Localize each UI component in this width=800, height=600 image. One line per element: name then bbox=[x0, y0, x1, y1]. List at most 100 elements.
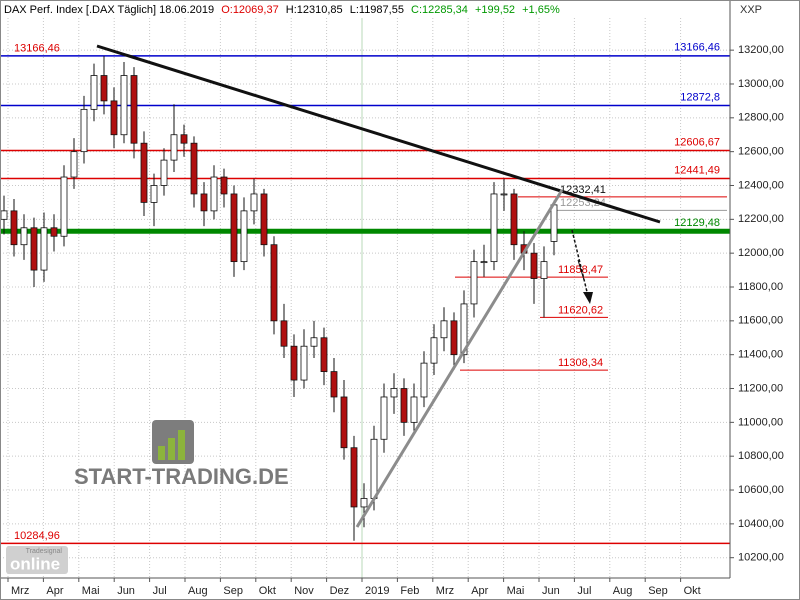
price-axis-panel bbox=[730, 0, 800, 600]
candle-body bbox=[340, 396, 348, 449]
logo: Tradesignal online bbox=[6, 546, 68, 574]
candle-body bbox=[60, 176, 68, 237]
candle-body bbox=[140, 142, 148, 203]
axes: 10200,00 10400,00 10600,00 10800,00 11000,00… bbox=[7, 44, 784, 597]
x-tick-label: Jun bbox=[542, 585, 560, 597]
x-tick-label: Jun bbox=[117, 585, 135, 597]
candle-body bbox=[480, 261, 488, 264]
y-tick-label: 11600,00 bbox=[738, 315, 783, 327]
candle-body bbox=[330, 371, 338, 398]
level-label: 13166,46 bbox=[674, 42, 720, 54]
y-tick-label: 13000,00 bbox=[738, 78, 784, 90]
candle-body bbox=[220, 176, 228, 195]
y-tick-label: 11800,00 bbox=[738, 281, 783, 293]
x-tick-label: Mai bbox=[82, 585, 100, 597]
candle-body bbox=[200, 193, 208, 212]
x-tick-label: Sep bbox=[223, 585, 243, 597]
level-label: 12872,8 bbox=[680, 91, 720, 103]
x-tick-label: Mrz bbox=[11, 585, 29, 597]
quote-low: L:11987,55 bbox=[350, 4, 404, 16]
candle-body bbox=[240, 210, 248, 263]
candle-body bbox=[430, 337, 438, 364]
candle-body bbox=[160, 159, 168, 186]
candle-body bbox=[460, 303, 468, 356]
candle-body bbox=[400, 388, 408, 423]
quote-change-pct: +1,65% bbox=[522, 4, 560, 16]
forecast-arrow bbox=[571, 229, 589, 297]
y-tick-label: 11400,00 bbox=[738, 349, 783, 361]
candle-body bbox=[370, 438, 378, 499]
candle-body bbox=[450, 320, 458, 356]
candle-body bbox=[440, 320, 448, 339]
currency: XXP bbox=[740, 4, 762, 16]
y-tick-label: 13200,00 bbox=[738, 44, 784, 56]
candle-body bbox=[20, 227, 28, 246]
y-tick-label: 12200,00 bbox=[738, 213, 784, 225]
trendlines bbox=[96, 44, 661, 528]
x-tick-label: Okt bbox=[684, 585, 701, 597]
level-label: 10284,96 bbox=[14, 530, 60, 542]
candles bbox=[0, 55, 558, 541]
title: DAX Perf. Index [.DAX Täglich] 18.06.201… bbox=[4, 4, 214, 16]
candle-body bbox=[10, 210, 18, 246]
candle-body bbox=[30, 227, 38, 271]
candle-body bbox=[250, 193, 258, 212]
quote-high: H:12310,85 bbox=[286, 4, 343, 16]
quote-open: O:12069,37 bbox=[221, 4, 279, 16]
header-bar bbox=[0, 0, 730, 18]
candle-body bbox=[0, 210, 8, 220]
candle-body bbox=[80, 108, 88, 153]
quote-change: +199,52 bbox=[475, 4, 515, 16]
y-tick-label: 12600,00 bbox=[738, 146, 784, 158]
candle-body bbox=[190, 142, 198, 195]
candle-body bbox=[550, 204, 558, 242]
candle-body bbox=[390, 388, 398, 398]
trendline-down bbox=[96, 44, 661, 224]
levels: 13166,46 13166,46 12872,8 12606,67 12441,49 1… bbox=[0, 42, 730, 545]
candle-body bbox=[110, 100, 118, 136]
candle-body bbox=[290, 345, 298, 381]
candle-body bbox=[180, 134, 188, 144]
candle-body bbox=[380, 396, 388, 440]
y-tick-label: 10600,00 bbox=[738, 484, 784, 496]
x-tick-label: Mrz bbox=[436, 585, 454, 597]
x-tick-label: Okt bbox=[259, 585, 276, 597]
x-tick-label: Nov bbox=[294, 585, 314, 597]
candle-body bbox=[540, 261, 548, 279]
x-tick-label: Apr bbox=[471, 585, 488, 597]
candle-body bbox=[90, 75, 98, 110]
watermark-bar bbox=[168, 438, 175, 460]
watermark-bar bbox=[158, 446, 165, 460]
y-tick-label: 10800,00 bbox=[738, 450, 784, 462]
header: DAX Perf. Index [.DAX Täglich] 18.06.201… bbox=[4, 4, 560, 16]
y-tick-label: 12400,00 bbox=[738, 179, 784, 191]
candle-body bbox=[130, 75, 138, 144]
x-tick-label: Aug bbox=[188, 585, 208, 597]
forecast-arrow bbox=[577, 259, 585, 281]
candle-body bbox=[300, 345, 308, 381]
level-label: 12129,48 bbox=[674, 217, 720, 229]
y-tick-label: 11000,00 bbox=[738, 416, 783, 428]
candle-body bbox=[490, 193, 498, 263]
candle-body bbox=[530, 252, 538, 279]
candle-body bbox=[420, 362, 428, 398]
candle-body bbox=[500, 193, 508, 196]
candle-body bbox=[360, 498, 368, 508]
candle-body bbox=[120, 75, 128, 136]
x-tick-label: Aug bbox=[613, 585, 633, 597]
trendline-up bbox=[355, 189, 564, 528]
logo-brand: Tradesignal bbox=[26, 548, 63, 555]
watermark: START-TRADING.DE bbox=[74, 420, 289, 489]
x-tick-label: Apr bbox=[46, 585, 63, 597]
time-axis-panel bbox=[0, 578, 730, 600]
logo-name: online bbox=[10, 554, 60, 573]
level-label: 12606,67 bbox=[674, 136, 720, 148]
x-tick-label: Dez bbox=[330, 585, 350, 597]
y-tick-label: 10200,00 bbox=[738, 552, 784, 564]
candle-body bbox=[470, 261, 478, 305]
y-tick-label: 10400,00 bbox=[738, 518, 784, 530]
x-tick-label: Feb bbox=[400, 585, 419, 597]
candle-body bbox=[280, 320, 288, 347]
